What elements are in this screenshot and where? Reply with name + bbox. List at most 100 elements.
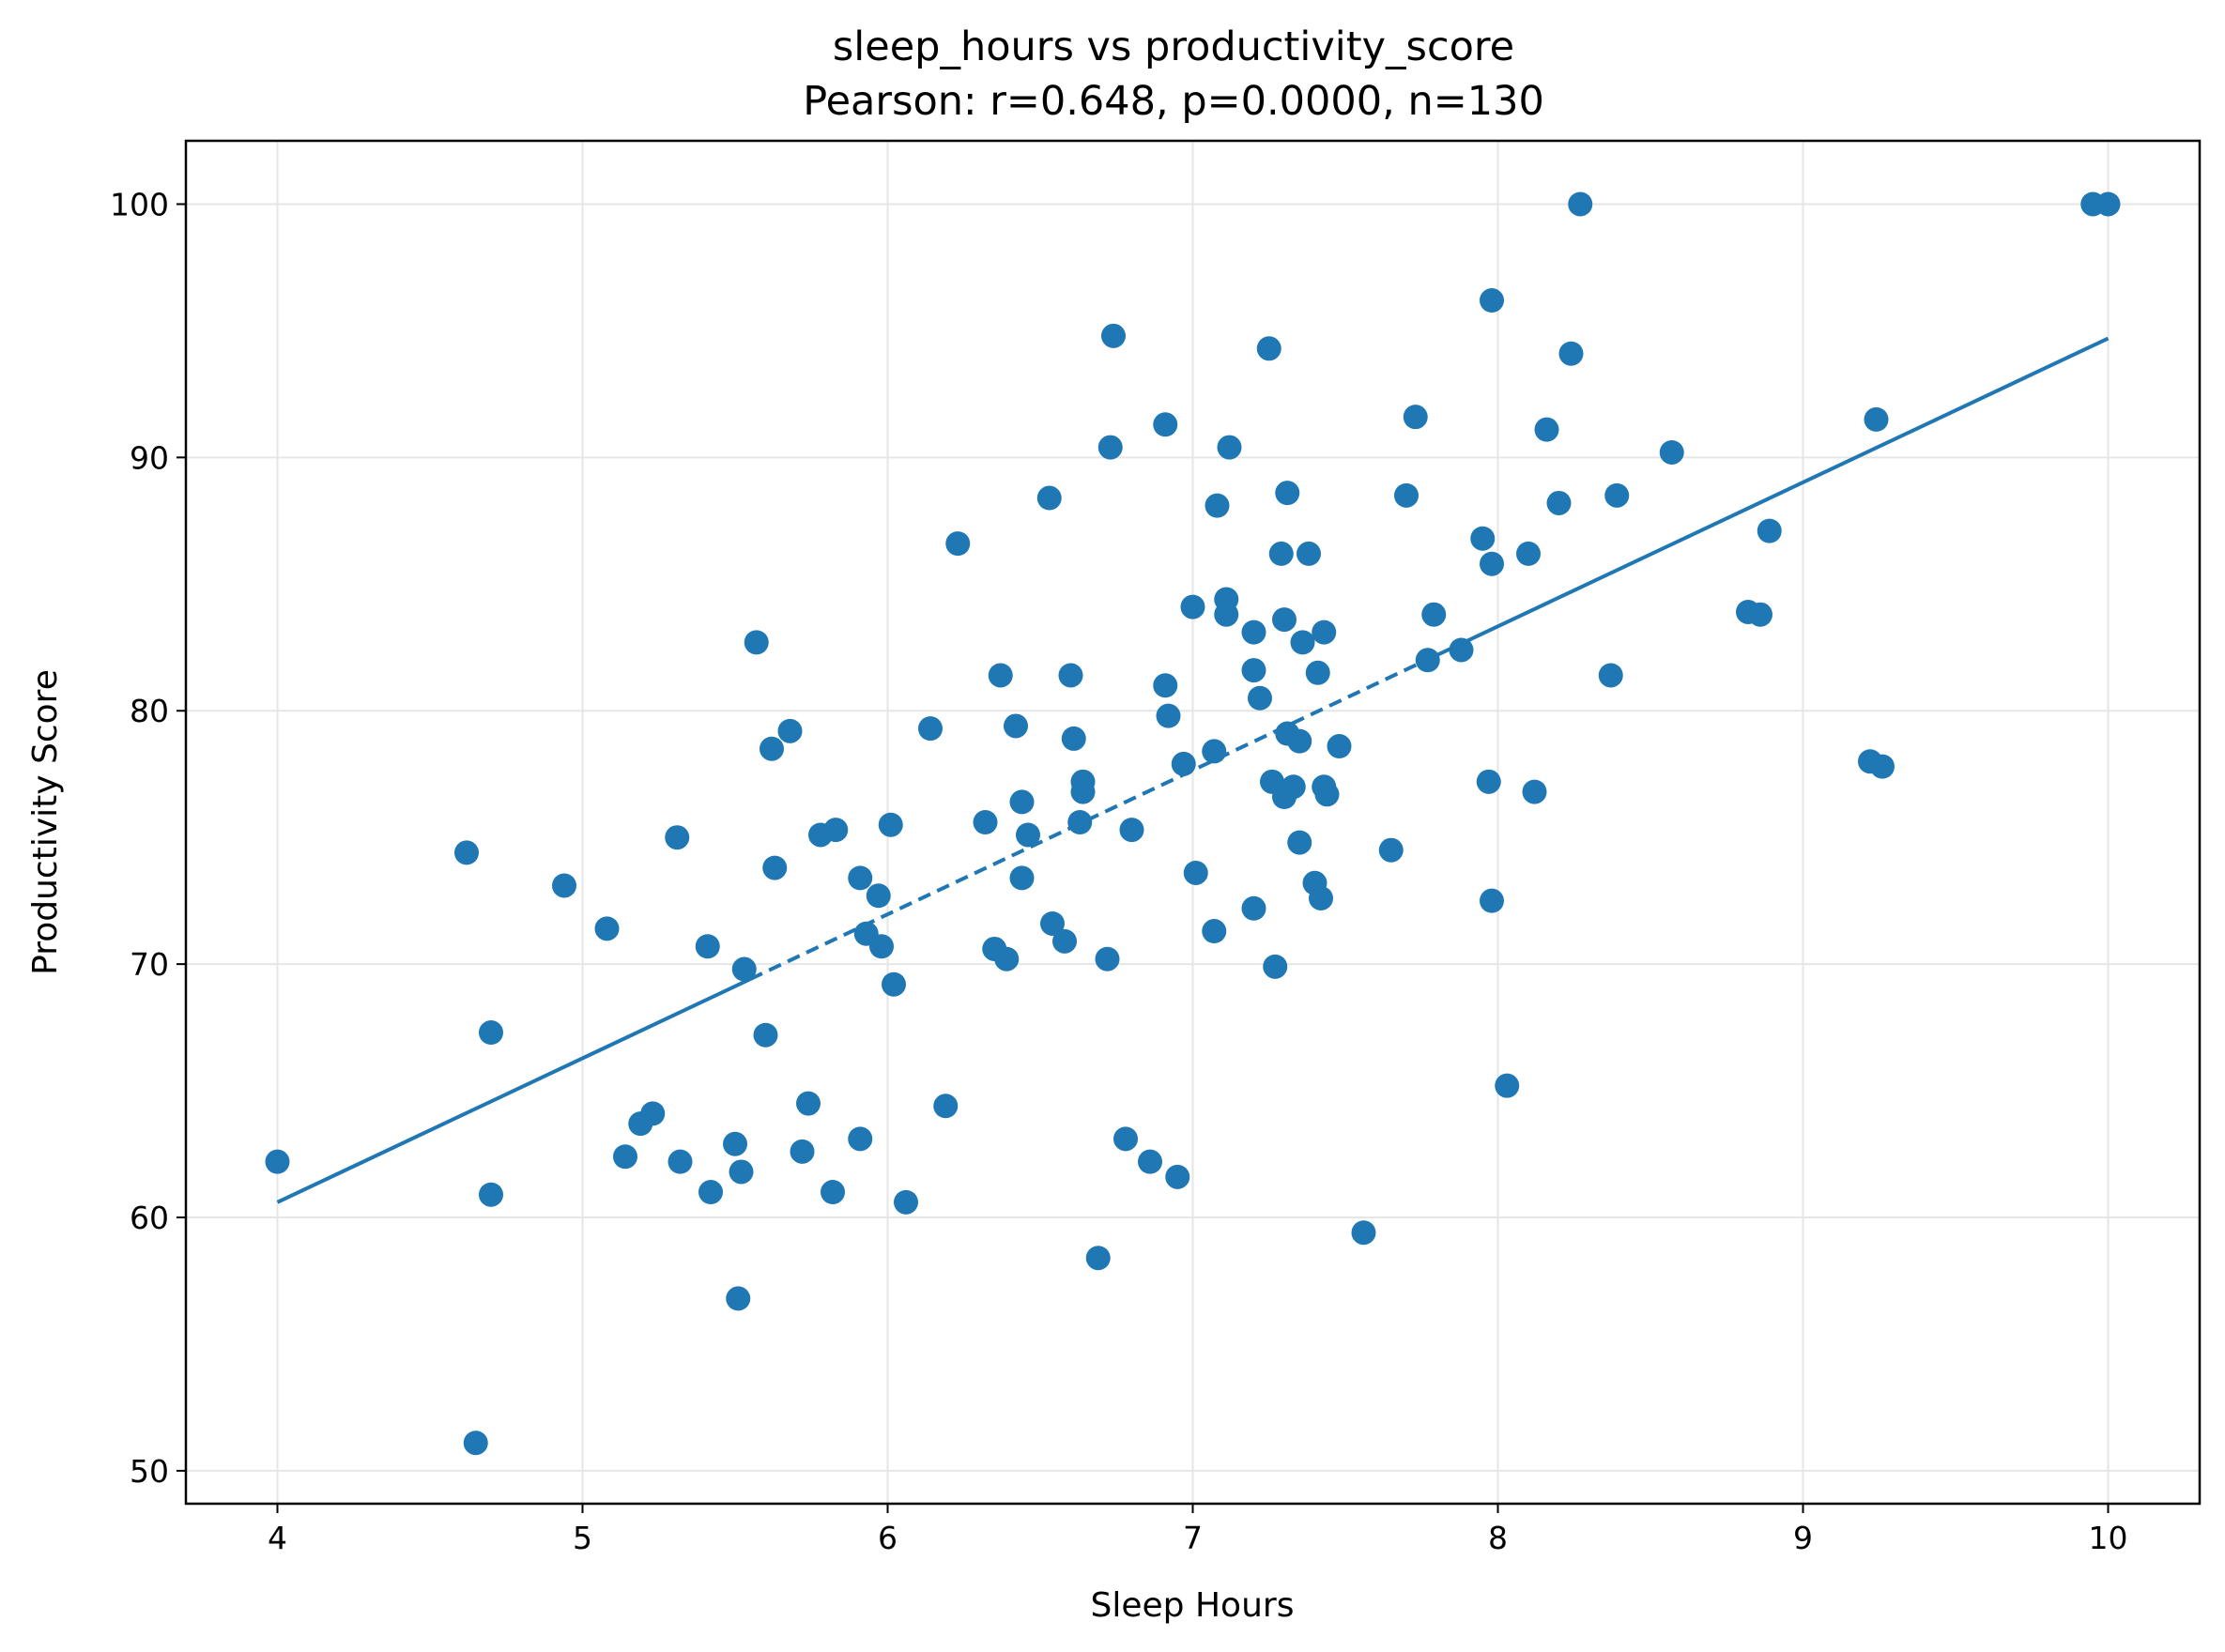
data-point: [796, 1091, 821, 1116]
data-point: [1263, 954, 1288, 979]
data-point: [1183, 860, 1208, 885]
data-point: [994, 946, 1020, 971]
data-point: [1290, 630, 1315, 655]
data-point: [265, 1149, 290, 1174]
data-point: [1480, 888, 1504, 913]
y-tick-label: 100: [110, 186, 169, 222]
data-point: [1403, 405, 1428, 430]
data-point: [1095, 946, 1120, 971]
data-point: [866, 883, 891, 909]
data-point: [1067, 810, 1093, 834]
x-tick-label: 7: [1183, 1520, 1203, 1556]
data-point: [1061, 726, 1086, 751]
data-point: [1097, 435, 1123, 460]
data-point: [1287, 830, 1312, 855]
data-point: [1119, 818, 1144, 843]
data-point: [1241, 620, 1266, 645]
data-point: [1241, 895, 1266, 921]
data-point: [1534, 417, 1559, 442]
data-point: [723, 1131, 747, 1156]
regression-segment-solid: [1420, 336, 2110, 665]
y-tick-label: 70: [130, 946, 169, 983]
data-point: [762, 855, 788, 880]
data-point: [1138, 1149, 1162, 1174]
data-point: [753, 1022, 778, 1048]
data-point: [1214, 602, 1239, 627]
data-point: [698, 1180, 723, 1205]
data-point: [1480, 288, 1504, 314]
data-point: [777, 718, 803, 743]
data-point: [729, 1159, 754, 1185]
regression-line: [276, 336, 2110, 1204]
data-point: [1495, 1073, 1520, 1098]
data-point: [463, 1430, 488, 1456]
x-tick-label: 9: [1793, 1520, 1813, 1556]
data-point: [1248, 685, 1272, 711]
data-point: [640, 1101, 666, 1126]
y-tick-label: 90: [130, 439, 169, 476]
data-point: [918, 716, 943, 742]
data-point: [1202, 739, 1227, 764]
data-point: [1309, 885, 1333, 910]
data-point: [1040, 910, 1065, 936]
data-point: [726, 1286, 751, 1311]
data-point: [1004, 713, 1028, 739]
data-point: [1009, 865, 1035, 891]
data-point: [552, 873, 576, 898]
data-point: [1449, 637, 1474, 663]
data-point: [1275, 481, 1300, 506]
data-point: [1085, 1246, 1111, 1271]
data-point: [933, 1094, 959, 1119]
data-point: [1272, 607, 1297, 633]
x-tick-label: 5: [573, 1520, 592, 1556]
y-tick-label: 60: [130, 1200, 169, 1236]
data-point: [1016, 822, 1040, 848]
data-points: [265, 191, 2121, 1456]
data-point: [894, 1189, 918, 1215]
data-point: [665, 825, 690, 850]
data-point: [1256, 336, 1281, 361]
data-point: [454, 840, 479, 865]
data-point: [878, 812, 903, 837]
data-point: [1568, 191, 1593, 217]
data-point: [594, 916, 620, 941]
y-tick-label: 50: [130, 1453, 169, 1490]
data-point: [731, 956, 757, 982]
x-axis-label: Sleep Hours: [1091, 1586, 1295, 1625]
data-point: [1378, 837, 1404, 863]
data-point: [479, 1182, 503, 1207]
chart-subtitle: Pearson: r=0.648, p=0.0000, n=130: [803, 78, 1544, 125]
data-point: [1070, 779, 1096, 804]
data-point: [695, 934, 720, 959]
data-point: [1281, 774, 1306, 800]
data-point: [1546, 490, 1572, 515]
data-point: [1113, 1126, 1138, 1152]
data-point: [1153, 673, 1178, 698]
data-point: [1153, 412, 1178, 437]
data-point: [760, 736, 784, 761]
y-axis-ticks: 50 60 70 80 90 100: [110, 186, 186, 1490]
x-tick-label: 6: [878, 1520, 898, 1556]
data-point: [882, 971, 906, 997]
data-point: [1470, 526, 1496, 551]
data-point: [1415, 648, 1440, 673]
data-point: [1202, 919, 1227, 944]
data-point: [1476, 769, 1501, 794]
data-point: [1009, 789, 1035, 815]
grid-lines: [186, 141, 2200, 1504]
data-point: [848, 1126, 873, 1152]
data-point: [1394, 482, 1419, 508]
x-tick-label: 10: [2089, 1520, 2128, 1556]
data-point: [1217, 435, 1242, 460]
data-point: [1305, 660, 1330, 685]
data-point: [1659, 439, 1684, 465]
data-point: [1314, 782, 1340, 807]
data-point: [1241, 658, 1266, 683]
data-point: [1327, 734, 1352, 759]
data-point: [973, 810, 998, 834]
data-point: [1156, 703, 1181, 728]
regression-segment-solid: [276, 977, 752, 1204]
data-point: [1480, 551, 1504, 576]
data-point: [613, 1144, 637, 1170]
data-point: [1748, 602, 1772, 627]
